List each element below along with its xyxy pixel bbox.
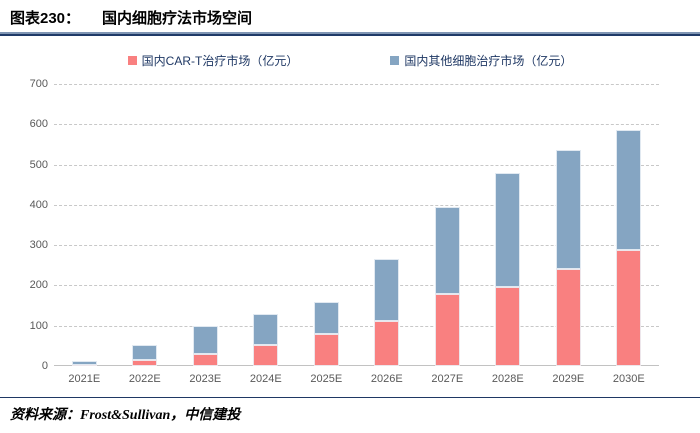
y-tick-label: 200 (29, 279, 48, 292)
x-tick-label: 2022E (128, 373, 161, 385)
x-tick-label: 2021E (68, 373, 101, 385)
x-tick-label: 2023E (189, 373, 222, 385)
gridline (54, 124, 659, 126)
bar-segment-other-cell (555, 149, 581, 269)
x-tick-label: 2024E (249, 373, 282, 385)
y-tick-label: 100 (29, 319, 48, 332)
legend-label-car-t: 国内CAR-T治疗市场（亿元） (141, 54, 299, 68)
bar-segment-car-t (132, 359, 158, 366)
y-tick-label: 600 (29, 118, 48, 131)
x-axis-baseline (54, 365, 659, 366)
gridline (54, 204, 659, 206)
gridline (54, 245, 659, 247)
plot-area (54, 84, 659, 366)
figure-number-label: 图表230： (10, 10, 81, 27)
bar-segment-car-t (192, 353, 218, 366)
source-note: 资料来源：Frost&Sullivan，中信建投 (10, 404, 240, 424)
x-tick-label: 2026E (370, 373, 403, 385)
gridline (54, 164, 659, 166)
x-tick-label: 2025E (310, 373, 343, 385)
title-divider-rule (0, 32, 700, 36)
bar-segment-other-cell (192, 325, 218, 354)
figure-header: 图表230： 国内细胞疗法市场空间 (10, 7, 252, 28)
chart-legend: 国内CAR-T治疗市场（亿元） 国内其他细胞治疗市场（亿元） (0, 52, 700, 69)
bar-segment-car-t (434, 293, 460, 366)
y-tick-label: 400 (29, 198, 48, 211)
bar-segment-car-t (495, 287, 521, 366)
footer-divider-rule (0, 397, 700, 398)
bar-segment-other-cell (374, 259, 400, 321)
bar-segment-other-cell (313, 301, 339, 334)
source-text: Frost&Sullivan，中信建投 (80, 408, 241, 423)
bar-segment-other-cell (434, 206, 460, 294)
x-tick-label: 2028E (491, 373, 524, 385)
y-tick-label: 500 (29, 158, 48, 171)
bar-segment-other-cell (132, 344, 158, 360)
bar-segment-car-t (374, 320, 400, 366)
y-tick-label: 0 (41, 360, 48, 372)
gridline (54, 285, 659, 287)
legend-marker-other-cell (390, 56, 400, 65)
bar-segment-car-t (253, 344, 279, 366)
gridline (54, 325, 659, 327)
bar-segment-other-cell (253, 313, 279, 345)
bar-segment-car-t (555, 268, 581, 366)
bar-segment-car-t (616, 249, 642, 366)
x-tick-label: 2029E (552, 373, 585, 385)
bar-segment-other-cell (616, 130, 642, 250)
legend-item-car-t: 国内CAR-T治疗市场（亿元） (127, 52, 299, 69)
bar-segment-car-t (313, 333, 339, 366)
source-label: 资料来源： (10, 408, 80, 423)
x-tick-label: 2030E (612, 373, 645, 385)
bar-segment-other-cell (495, 173, 521, 288)
legend-item-other-cell: 国内其他细胞治疗市场（亿元） (390, 52, 572, 69)
bar-segment-other-cell (71, 360, 97, 366)
x-tick-label: 2027E (431, 373, 464, 385)
legend-marker-car-t (127, 56, 137, 65)
y-tick-label: 700 (29, 78, 48, 90)
y-tick-label: 300 (29, 239, 48, 252)
legend-label-other-cell: 国内其他细胞治疗市场（亿元） (404, 54, 573, 68)
figure-title: 国内细胞疗法市场空间 (102, 10, 253, 27)
gridline (54, 84, 659, 85)
